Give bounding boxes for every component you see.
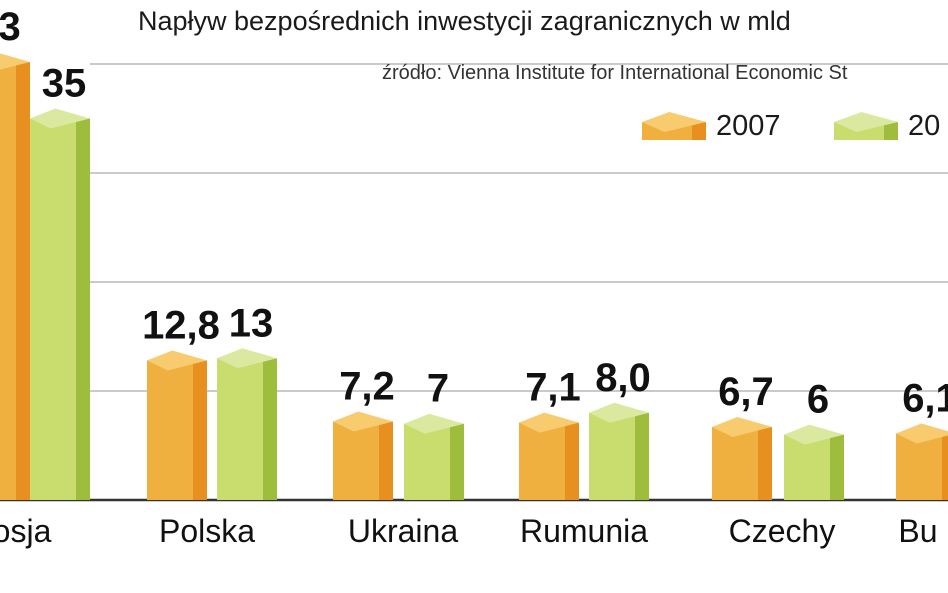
bar-2007-3-top [519, 412, 579, 433]
bar-2007-4-side [758, 426, 772, 500]
value-label-2007-2: 7,2 [339, 365, 395, 409]
bar-20-1 [217, 348, 277, 500]
bar-2007-3 [519, 412, 579, 500]
bar-2007-5-top [896, 423, 948, 444]
category-label-5: Bu [898, 513, 937, 549]
bar-20-3-top [589, 402, 649, 423]
legend-label-2007: 2007 [716, 110, 781, 142]
bar-20-0-side [76, 118, 90, 500]
legend-swatch-2007-side [692, 122, 706, 140]
legend-swatch-20-side [884, 122, 898, 140]
value-label-20-3: 8,0 [595, 356, 651, 400]
bar-20-2-top [404, 413, 464, 434]
bar-2007-0 [0, 53, 30, 500]
bar-20-0-top [30, 108, 90, 129]
bar-20-4-top [784, 424, 844, 445]
legend: 2007 20 [642, 110, 940, 142]
bar-2007-5-front [896, 433, 942, 500]
value-label-2007-0: ,3 [0, 5, 21, 49]
bar-2007-1 [147, 350, 207, 500]
value-label-20-0: 35 [42, 62, 87, 106]
bar-2007-2-side [379, 421, 393, 500]
bar-20-3-side [635, 412, 649, 500]
bar-20-1-front [217, 358, 263, 500]
bar-2007-1-side [193, 360, 207, 500]
legend-swatch-2007-top [642, 112, 706, 132]
category-label-3: Rumunia [520, 513, 648, 549]
bar-20-2-side [450, 423, 464, 500]
chart-source: źródło: Vienna Institute for Internation… [382, 62, 848, 84]
legend-swatch-20-top [834, 112, 898, 132]
bar-2007-4-top [712, 416, 772, 437]
bar-2007-1-front [147, 360, 193, 500]
bar-20-0-front [30, 118, 76, 500]
legend-swatch-20 [834, 112, 898, 140]
bar-20-3-front [589, 412, 635, 500]
value-label-2007-4: 6,7 [718, 370, 774, 414]
bar-20-2 [404, 413, 464, 500]
value-label-20-1: 13 [229, 301, 274, 345]
bar-2007-2-top [333, 411, 393, 432]
value-label-20-2: 7 [427, 367, 449, 411]
bar-2007-3-side [565, 422, 579, 500]
bar-2007-2 [333, 411, 393, 500]
bar-20-4 [784, 424, 844, 500]
bar-2007-5 [896, 423, 948, 500]
category-label-2: Ukraina [348, 513, 458, 549]
category-label-4: Czechy [729, 513, 836, 549]
legend-label-20: 20 [908, 110, 940, 142]
value-label-2007-3: 7,1 [525, 366, 581, 410]
value-label-2007-5: 6,1 [902, 377, 948, 421]
bar-20-1-top [217, 348, 277, 369]
bar-20-4-front [784, 434, 830, 500]
bar-20-1-side [263, 358, 277, 500]
bar-20-0 [30, 108, 90, 500]
bar-2007-5-side [942, 433, 948, 500]
bar-20-2-front [404, 423, 450, 500]
bars [0, 53, 948, 500]
bar-2007-2-front [333, 421, 379, 500]
bar-2007-0-top [0, 53, 30, 70]
value-label-2007-1: 12,8 [142, 303, 220, 347]
bar-2007-3-front [519, 422, 565, 500]
bar-2007-4 [712, 416, 772, 500]
bar-2007-1-top [147, 350, 207, 371]
bar-2007-4-front [712, 426, 758, 500]
labels: ,3 35 osja 12,813 Polska 7,2 7 Ukraina 7,1 8,0 Rum… [0, 5, 948, 549]
bar-2007-0-front [0, 62, 16, 500]
bar-2007-0-side [16, 62, 30, 500]
category-label-0: osja [0, 513, 52, 549]
bar-20-4-side [830, 434, 844, 500]
chart-title: Napływ bezpośrednich inwestycji zagranic… [138, 6, 791, 36]
category-label-1: Polska [159, 513, 255, 549]
legend-swatch-2007 [642, 112, 706, 140]
bar-20-3 [589, 402, 649, 500]
value-label-20-4: 6 [807, 378, 829, 422]
